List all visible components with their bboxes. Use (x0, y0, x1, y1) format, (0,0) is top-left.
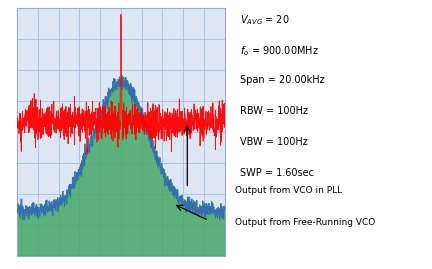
Text: VBW = 100Hz: VBW = 100Hz (240, 137, 308, 147)
Text: Output from Free-Running VCO: Output from Free-Running VCO (235, 218, 376, 227)
Text: Span = 20.00kHz: Span = 20.00kHz (240, 75, 324, 85)
Text: $V_{AVG}$ = 20: $V_{AVG}$ = 20 (240, 13, 289, 27)
Text: $f_o$ = 900.00MHz: $f_o$ = 900.00MHz (240, 44, 318, 58)
Text: RBW = 100Hz: RBW = 100Hz (240, 106, 308, 116)
Text: Output from VCO in PLL: Output from VCO in PLL (235, 186, 343, 194)
Text: SWP = 1.60sec: SWP = 1.60sec (240, 168, 314, 178)
